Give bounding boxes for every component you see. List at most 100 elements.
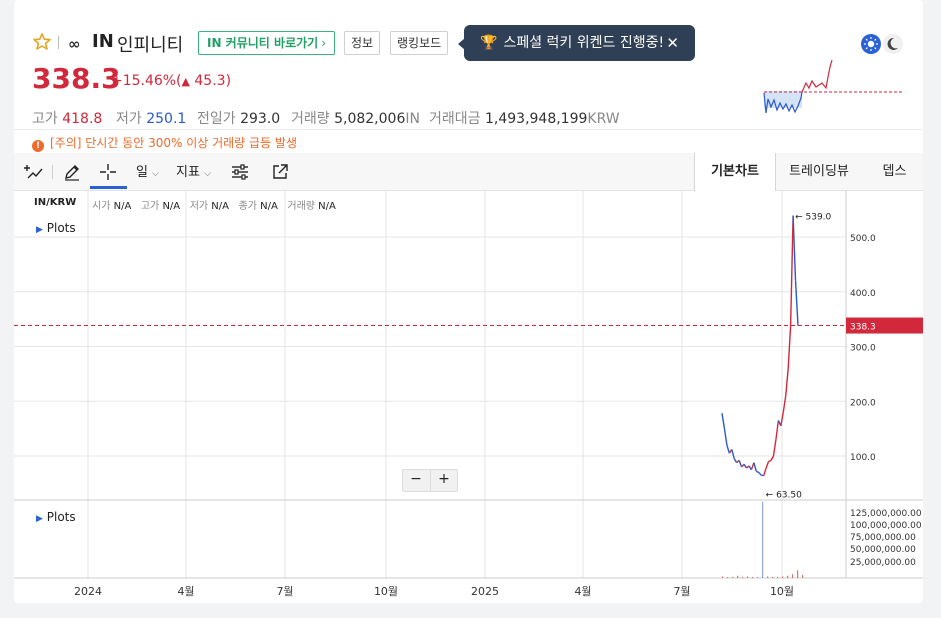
price-segment <box>761 474 764 477</box>
price-segment <box>789 215 794 326</box>
zoom-out-button[interactable]: − <box>410 471 422 487</box>
price-segment <box>731 449 735 459</box>
price-segment <box>768 459 772 463</box>
price-segment <box>772 439 777 457</box>
chevron-down-icon: ⌵ <box>204 169 211 179</box>
info-button[interactable]: 정보 <box>344 31 381 55</box>
community-button[interactable]: IN 커뮤니티 바로가기 › <box>198 31 335 55</box>
stat-volume: 거래량 5,082,006IN <box>291 111 420 127</box>
x-tick-label: 7월 <box>276 585 293 598</box>
price-segment <box>787 325 792 369</box>
price-segment <box>782 395 787 413</box>
price-segment <box>726 444 731 454</box>
crosshair-icon[interactable] <box>98 162 118 182</box>
price-segment <box>721 413 726 429</box>
volume-bar <box>757 577 759 578</box>
tab-depth[interactable]: 뎁스 <box>882 164 907 179</box>
price-segment <box>753 462 757 472</box>
volume-tick-label: 125,000,000.00 <box>850 509 922 519</box>
x-tick-label: 4월 <box>177 585 194 598</box>
zoom-in-button[interactable]: + <box>438 471 450 487</box>
volume-bar <box>732 577 734 578</box>
volume-tick-label: 100,000,000.00 <box>850 521 922 531</box>
triangle-right-icon: ▶ <box>36 225 43 235</box>
volume-bar <box>787 575 789 578</box>
y-tick-label: 200.0 <box>850 398 876 408</box>
x-tick-label: 10월 <box>770 585 794 598</box>
chevron-down-icon: ⌵ <box>152 169 159 179</box>
zoom-divider <box>430 470 431 491</box>
x-tick-label: 2024 <box>74 585 102 598</box>
tab-basic-chart[interactable]: 기본차트 <box>694 153 776 191</box>
current-price-label: 338.3 <box>850 323 876 333</box>
price-segment <box>780 412 784 427</box>
stat-amount: 거래대금 1,493,948,199KRW <box>429 111 620 127</box>
stat-low: 저가 250.1 <box>116 111 187 127</box>
price-segment <box>794 280 799 326</box>
price-segment <box>763 467 767 476</box>
price-segment <box>765 461 770 469</box>
stat-high: 고가 418.8 <box>32 111 103 127</box>
ranking-board-button[interactable]: 랭킹보드 <box>390 31 449 55</box>
volume-tick-label: 50,000,000.00 <box>850 545 916 555</box>
coin-name: 인피니티 <box>117 35 184 56</box>
settings-sliders-icon[interactable] <box>230 162 250 182</box>
coin-logo-icon: ∞ <box>68 35 80 53</box>
ohlc-legend: 시가 N/A 고가 N/A 저가 N/A 종가 N/A 거래량 N/A <box>92 201 336 212</box>
pencil-icon[interactable] <box>62 162 82 182</box>
volume-bar <box>752 577 754 578</box>
x-tick-label: 4월 <box>574 585 591 598</box>
mini-chart <box>763 59 902 114</box>
price-segment <box>758 471 762 476</box>
plots-toggle-price[interactable]: ▶ Plots <box>36 221 76 235</box>
triangle-up-icon: ▲ <box>181 75 190 88</box>
price-segment <box>750 462 755 470</box>
volume-bar <box>797 570 799 578</box>
y-tick-label: 300.0 <box>850 344 876 354</box>
interval-select[interactable]: 일 ⌵ <box>136 165 159 180</box>
volume-tick-label: 25,000,000.00 <box>850 558 916 568</box>
change-percent: +15.46% <box>111 73 177 89</box>
y-tick-label: 500.0 <box>850 234 876 244</box>
price-segment <box>738 460 743 468</box>
volume-bar <box>762 502 764 578</box>
indicator-select[interactable]: 지표 ⌵ <box>176 165 211 180</box>
stat-prev-close: 전일가 293.0 <box>197 111 281 127</box>
volume-tick-label: 75,000,000.00 <box>850 533 916 543</box>
price-segment <box>733 458 738 463</box>
volume-bar <box>792 574 794 578</box>
price-segment <box>775 420 780 440</box>
tab-tradingview[interactable]: 트레이딩뷰 <box>789 164 849 179</box>
promo-tooltip: 🏆 스페셜 럭키 위켄드 진행중! ✕ <box>458 25 695 61</box>
price-segment <box>770 455 775 461</box>
title-divider <box>58 36 59 49</box>
coin-symbol: IN <box>92 31 114 52</box>
plots-toggle-volume[interactable]: ▶ Plots <box>36 510 76 524</box>
price-segment <box>785 368 789 396</box>
current-price: 338.3 <box>32 62 121 95</box>
change-amount: (▲ 45.3) <box>176 73 232 89</box>
volume-bar <box>737 575 739 578</box>
external-link-icon[interactable] <box>270 162 290 182</box>
star-icon[interactable] <box>32 32 52 52</box>
theme-toggle[interactable] <box>860 33 904 55</box>
y-tick-label: 400.0 <box>850 289 876 299</box>
close-icon[interactable]: ✕ <box>666 34 679 52</box>
max-price-label: ← 539.0 <box>795 213 831 223</box>
x-tick-label: 7월 <box>673 585 690 598</box>
community-button-label: IN 커뮤니티 바로가기 <box>207 36 319 50</box>
volume-bar <box>777 576 779 578</box>
price-chart[interactable]: 2024 4월 7월 10월 2025 4월 7월 10월 500.0 400.0 300.0 200… <box>14 190 923 603</box>
volume-bar <box>742 576 744 578</box>
price-segment <box>743 463 748 469</box>
volume-bar <box>727 577 729 578</box>
toolbar-divider <box>52 165 53 179</box>
chart-pair: IN/KRW <box>34 197 77 208</box>
x-tick-label: 10월 <box>374 585 398 598</box>
indicator-line-icon[interactable] <box>22 163 44 181</box>
zoom-controls: − + <box>402 469 458 492</box>
section-divider <box>14 129 923 130</box>
volume-warning: ! [주의] 단시간 동안 300% 이상 거래량 급등 발생 <box>32 134 297 152</box>
volume-bar <box>802 574 804 578</box>
volume-bar <box>767 576 769 578</box>
